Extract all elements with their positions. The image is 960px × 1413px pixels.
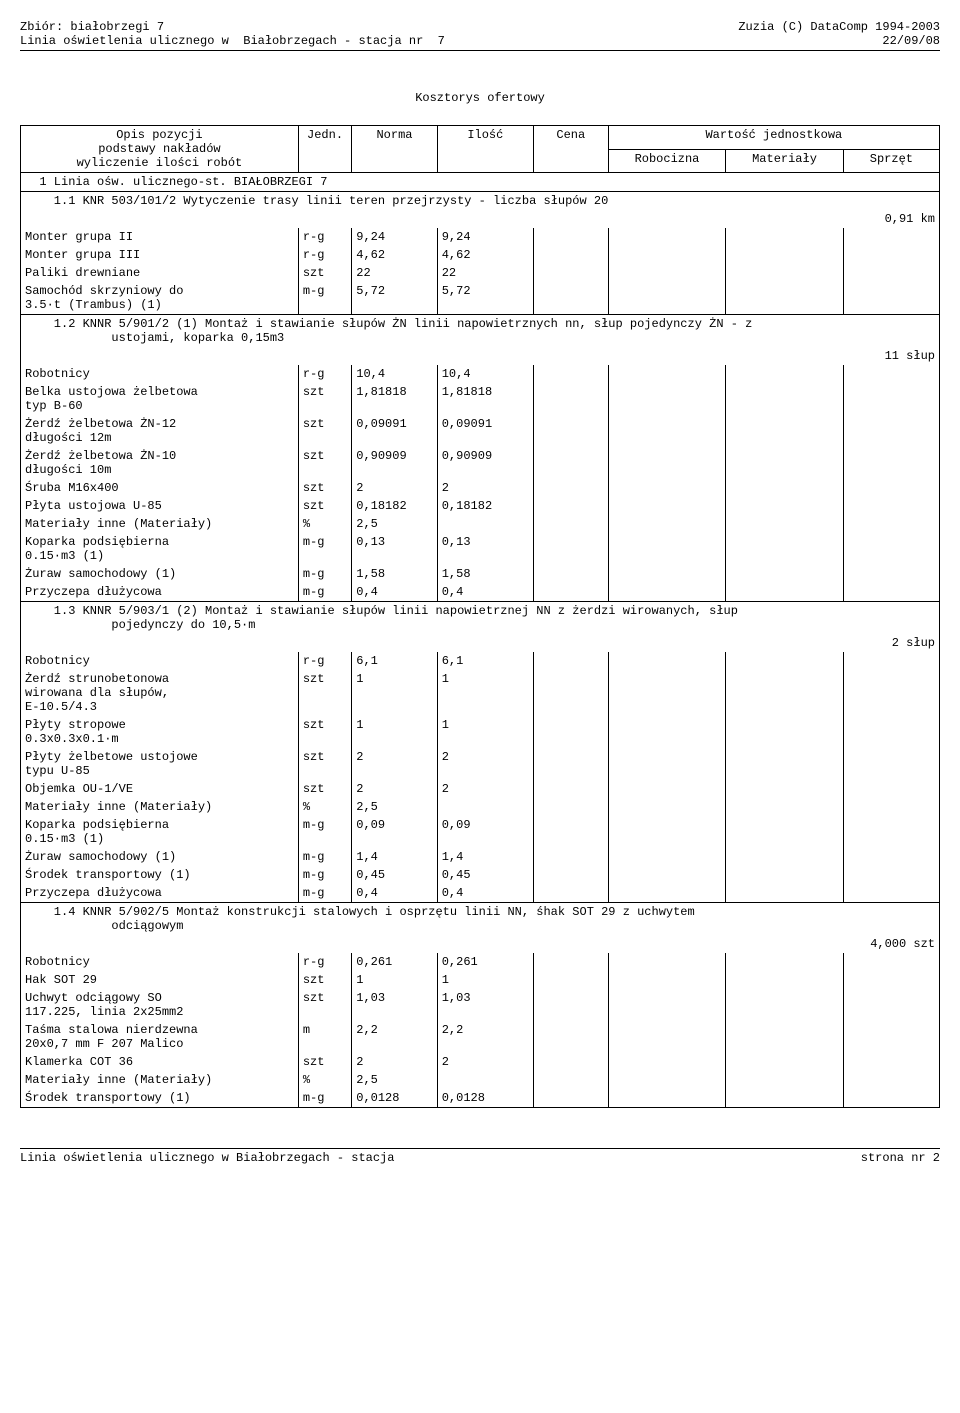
table-row: Klamerka COT 36szt22 (21, 1053, 940, 1071)
header-left-line2: Linia oświetlenia ulicznego w Białobrzeg… (20, 34, 445, 48)
table-row: Monter grupa IIr-g9,249,24 (21, 228, 940, 246)
table-row: Materiały inne (Materiały)%2,5 (21, 798, 940, 816)
header-right-line1: Zuzia (C) DataComp 1994-2003 (738, 20, 940, 34)
page-title: Kosztorys ofertowy (20, 91, 940, 105)
item-qty-row: 0,91 km (21, 210, 940, 228)
table-row: Koparka podsiębierna 0.15·m3 (1)m-g0,090… (21, 816, 940, 848)
item-title-row: 1.1 KNR 503/101/2 Wytyczenie trasy linii… (21, 192, 940, 211)
table-row: Przyczepa dłużycowam-g0,40,4 (21, 583, 940, 602)
table-row: Koparka podsiębierna 0.15·m3 (1)m-g0,130… (21, 533, 940, 565)
header-right: Zuzia (C) DataComp 1994-2003 22/09/08 (738, 20, 940, 48)
header-left: Zbiór: białobrzegi 7 Linia oświetlenia u… (20, 20, 445, 48)
table-row: Monter grupa IIIr-g4,624,62 (21, 246, 940, 264)
table-body: 1 Linia ośw. ulicznego-st. BIAŁOBRZEGI 7… (21, 173, 940, 1109)
header-left-line1: Zbiór: białobrzegi 7 (20, 20, 164, 34)
table-row: Żerdź żelbetowa ŻN-12 długości 12mszt0,0… (21, 415, 940, 447)
table-row: Samochód skrzyniowy do 3.5·t (Trambus) (… (21, 282, 940, 315)
table-head: Opis pozycji podstawy nakładów wyliczeni… (21, 126, 940, 173)
item-qty-row: 2 słup (21, 634, 940, 652)
section-row: 1 Linia ośw. ulicznego-st. BIAŁOBRZEGI 7 (21, 173, 940, 192)
table-row: Żerdź żelbetowa ŻN-10 długości 10mszt0,9… (21, 447, 940, 479)
footer-left: Linia oświetlenia ulicznego w Białobrzeg… (20, 1151, 394, 1165)
item-title-row: 1.2 KNNR 5/901/2 (1) Montaż i stawianie … (21, 315, 940, 348)
table-row: Belka ustojowa żelbetowa typ B-60szt1,81… (21, 383, 940, 415)
col-opis: Opis pozycji podstawy nakładów wyliczeni… (21, 126, 299, 173)
table-row: Uchwyt odciągowy SO 117.225, linia 2x25m… (21, 989, 940, 1021)
col-ilosc: Ilość (437, 126, 533, 173)
page-footer: Linia oświetlenia ulicznego w Białobrzeg… (20, 1148, 940, 1165)
table-row: Płyty stropowe 0.3x0.3x0.1·mszt11 (21, 716, 940, 748)
table-row: Robotnicyr-g6,16,1 (21, 652, 940, 670)
table-row: Żuraw samochodowy (1)m-g1,581,58 (21, 565, 940, 583)
footer-right: strona nr 2 (861, 1151, 940, 1165)
table-row: Płyty żelbetowe ustojowe typu U-85szt22 (21, 748, 940, 780)
item-title-row: 1.3 KNNR 5/903/1 (2) Montaż i stawianie … (21, 602, 940, 635)
item-qty-row: 11 słup (21, 347, 940, 365)
col-norma: Norma (352, 126, 437, 173)
table-row: Taśma stalowa nierdzewna 20x0,7 mm F 207… (21, 1021, 940, 1053)
item-title-row: 1.4 KNNR 5/902/5 Montaż konstrukcji stal… (21, 903, 940, 936)
col-sprzet: Sprzęt (843, 149, 939, 173)
col-opis-sub: podstawy nakładów wyliczenie ilości robó… (77, 142, 243, 170)
table-row: Śruba M16x400szt22 (21, 479, 940, 497)
col-jedn: Jedn. (298, 126, 351, 173)
col-opis-main: Opis pozycji (116, 128, 202, 142)
col-cena: Cena (533, 126, 608, 173)
col-materialy: Materiały (726, 149, 844, 173)
table-row: Żuraw samochodowy (1)m-g1,41,4 (21, 848, 940, 866)
table-row: Robotnicyr-g0,2610,261 (21, 953, 940, 971)
table-row: Materiały inne (Materiały)%2,5 (21, 1071, 940, 1089)
col-robocizna: Robocizna (608, 149, 726, 173)
table-row: Płyta ustojowa U-85szt0,181820,18182 (21, 497, 940, 515)
header-right-line2: 22/09/08 (882, 34, 940, 48)
table-row: Hak SOT 29szt11 (21, 971, 940, 989)
cost-table: Opis pozycji podstawy nakładów wyliczeni… (20, 125, 940, 1108)
page-header: Zbiór: białobrzegi 7 Linia oświetlenia u… (20, 20, 940, 51)
col-wartosc: Wartość jednostkowa (608, 126, 939, 150)
table-row: Żerdź strunobetonowa wirowana dla słupów… (21, 670, 940, 716)
table-row: Robotnicyr-g10,410,4 (21, 365, 940, 383)
item-qty-row: 4,000 szt (21, 935, 940, 953)
table-row: Środek transportowy (1)m-g0,450,45 (21, 866, 940, 884)
table-row: Materiały inne (Materiały)%2,5 (21, 515, 940, 533)
table-row: Paliki drewnianeszt2222 (21, 264, 940, 282)
table-row: Środek transportowy (1)m-g0,01280,0128 (21, 1089, 940, 1108)
table-row: Objemka OU-1/VEszt22 (21, 780, 940, 798)
table-row: Przyczepa dłużycowam-g0,40,4 (21, 884, 940, 903)
